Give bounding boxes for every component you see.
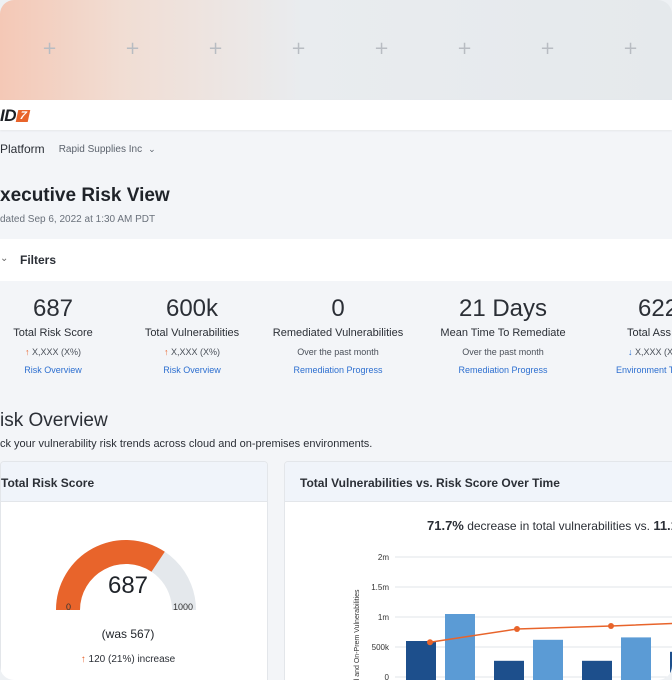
arrow-down-icon: ↓ (628, 347, 633, 357)
last-updated: dated Sep 6, 2022 at 1:30 AM PDT (0, 214, 156, 225)
line-point (514, 626, 520, 632)
kpi-link[interactable]: Environment T (616, 365, 672, 375)
total-risk-score-card: Total Risk Score 687 0 1000 (was 567) ↑ … (0, 461, 268, 680)
vulnerabilities-vs-risk-card: Total Vulnerabilities vs. Risk Score Ove… (284, 461, 672, 680)
y-tick-label: 2m (378, 553, 389, 562)
filters-label[interactable]: Filters (20, 253, 57, 267)
gauge-max: 1000 (173, 602, 194, 612)
arrow-up-icon: ↑ (24, 347, 30, 357)
gauge-min: 0 (66, 602, 72, 612)
kpi-value: 600k (165, 295, 219, 322)
bar (670, 651, 672, 680)
breadcrumb: Platform Rapid Supplies Inc ⌄ (0, 142, 156, 156)
bar (494, 660, 524, 680)
previous-score: (was 567) (101, 627, 155, 641)
plus-icon: + (457, 38, 473, 59)
filters-bar[interactable]: ⌄ Filters (0, 239, 672, 281)
kpi-change: ↑ X,XXX (X%) (0, 347, 123, 357)
hero-banner: + + + + + + + + (0, 0, 672, 100)
org-selector[interactable]: Rapid Supplies Inc (58, 143, 143, 155)
plus-icon: + (42, 38, 58, 59)
arrow-up-icon: ↑ (80, 654, 86, 665)
breadcrumb-platform[interactable]: Platform (0, 142, 45, 156)
kpi-link[interactable]: Risk Overview (163, 365, 221, 375)
kpi-subtext: Over the past month (462, 347, 544, 357)
chevron-down-icon[interactable]: ⌄ (148, 143, 156, 154)
line-point (427, 639, 433, 646)
y-axis-label: Cloud and On-Prem Vulnerabilities (354, 589, 361, 680)
chevron-down-icon[interactable]: ⌄ (0, 253, 9, 264)
page-title: xecutive Risk View (0, 185, 170, 206)
section-description: ck your vulnerability risk trends across… (0, 438, 373, 450)
kpi-change: ↑ X,XXX (X%) (122, 347, 262, 357)
kpi-value: 622 (638, 295, 672, 322)
kpi-link[interactable]: Risk Overview (24, 365, 82, 375)
score-change: ↑ 120 (21%) increase (1, 654, 255, 665)
arrow-up-icon: ↑ (163, 347, 169, 357)
plus-icon: + (291, 38, 307, 59)
kpi-change: ↓ X,XXX (X%) (608, 347, 672, 357)
bar (582, 660, 612, 680)
kpi-label: Remediated Vulnerabilities (272, 327, 404, 339)
kpi-change-text: X,XXX (X%) (32, 347, 82, 357)
gauge-score: 687 (107, 572, 149, 599)
section-title: isk Overview (0, 410, 108, 431)
y-tick-label: 500k (372, 643, 390, 652)
bar (406, 641, 436, 680)
y-tick-label: 1m (378, 613, 389, 622)
kpi-value: 21 Days (458, 295, 548, 322)
app-header: ID 7 (0, 100, 672, 130)
trend-pct-risk: 11.1 (653, 518, 672, 533)
plus-icon: + (208, 38, 224, 59)
kpi-value: 687 (32, 295, 74, 322)
kpi-label: Total Vulnerabilities (144, 327, 240, 339)
bar (533, 639, 563, 680)
kpi-value: 0 (331, 295, 345, 322)
kpi-total-vulnerabilities: 600k Total Vulnerabilities ↑ X,XXX (X%) … (122, 295, 262, 375)
kpi-total-assets: 622 Total Ass ↓ X,XXX (X%) Environment T (608, 295, 672, 375)
kpi-subtext: Over the past month (297, 347, 379, 357)
plus-icon: + (540, 38, 556, 59)
trend-note-text: decrease in total vulnerabilities vs. (463, 519, 654, 533)
score-change-text: 120 (21%) increase (88, 654, 176, 665)
y-tick-label: 0 (385, 673, 390, 680)
kpi-total-risk-score: 687 Total Risk Score ↑ X,XXX (X%) Risk O… (0, 295, 123, 375)
kpi-mean-time-to-remediate: 21 Days Mean Time To Remediate Over the … (433, 295, 573, 375)
trend-summary: 71.7% decrease in total vulnerabilities … (285, 518, 672, 533)
gauge-fill (56, 540, 165, 611)
trend-pct-vulns: 71.7% (427, 518, 464, 533)
kpi-label: Mean Time To Remediate (440, 327, 566, 339)
bar (621, 637, 651, 680)
y-tick-label: 1.5m (371, 583, 389, 592)
kpi-label: Total Ass (627, 327, 672, 339)
logo[interactable]: ID 7 (0, 106, 30, 126)
bar (445, 614, 475, 680)
logo-badge: 7 (15, 110, 30, 122)
line-point (608, 623, 614, 629)
kpi-label: Total Risk Score (13, 327, 93, 339)
plus-icon: + (125, 38, 141, 59)
plus-icon: + (374, 38, 390, 59)
card-title: Total Vulnerabilities vs. Risk Score Ove… (285, 462, 672, 502)
logo-text: ID (0, 106, 17, 125)
kpi-link[interactable]: Remediation Progress (293, 365, 383, 375)
kpi-link[interactable]: Remediation Progress (458, 365, 548, 375)
kpi-change-text: X,XXX (X%) (635, 347, 672, 357)
risk-gauge (56, 540, 196, 611)
trend-chart: Cloud and On-Prem Vulnerabilities 2m 1.5m 1… (354, 553, 672, 680)
kpi-remediated-vulnerabilities: 0 Remediated Vulnerabilities Over the pa… (268, 295, 408, 375)
card-title: Total Risk Score (1, 462, 267, 502)
plus-icon: + (623, 38, 639, 59)
kpi-change-text: X,XXX (X%) (171, 347, 221, 357)
